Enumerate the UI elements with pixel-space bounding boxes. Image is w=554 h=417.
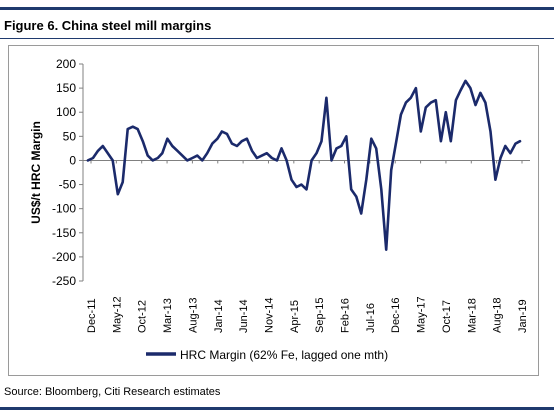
y-tick-label: -150 xyxy=(52,226,76,240)
chart-frame xyxy=(8,45,539,376)
x-tick-label: Jan-14 xyxy=(213,299,225,333)
x-tick-label: Sep-15 xyxy=(314,298,326,333)
y-tick-label: 200 xyxy=(56,57,76,71)
bottom-rule xyxy=(0,407,554,410)
y-tick-label: 100 xyxy=(56,105,76,119)
title-rule xyxy=(0,38,554,39)
x-tick-label: Oct-12 xyxy=(137,300,149,333)
x-tick-label: Apr-15 xyxy=(289,300,301,333)
x-tick-label: Dec-16 xyxy=(390,298,402,333)
x-tick-label: Mar-18 xyxy=(466,298,478,333)
x-tick-label: May-12 xyxy=(111,296,123,333)
legend-label: HRC Margin (62% Fe, lagged one mth) xyxy=(180,348,388,362)
y-tick-label: 150 xyxy=(56,81,76,95)
y-tick-label: -200 xyxy=(52,250,76,264)
x-tick-label: May-17 xyxy=(416,296,428,333)
x-tick-label: Aug-13 xyxy=(187,298,199,333)
x-tick-label: Jun-14 xyxy=(238,299,250,333)
series-line xyxy=(86,79,522,251)
x-tick-label: Dec-11 xyxy=(86,298,98,333)
y-tick-label: 0 xyxy=(69,153,76,167)
figure-title: Figure 6. China steel mill margins xyxy=(4,18,212,33)
y-tick-label: -250 xyxy=(52,274,76,288)
y-tick-label: -50 xyxy=(59,178,77,192)
x-tick-label: Jul-16 xyxy=(365,303,377,333)
y-tick-label: -100 xyxy=(52,202,76,216)
x-tick-label: Feb-16 xyxy=(340,298,352,333)
source-note: Source: Bloomberg, Citi Research estimat… xyxy=(4,386,221,398)
x-tick-label: Oct-17 xyxy=(441,300,453,333)
x-tick-label: Jan-19 xyxy=(517,299,529,333)
x-tick-label: Aug-18 xyxy=(492,298,504,333)
x-tick-label: Nov-14 xyxy=(263,298,275,333)
top-rule xyxy=(0,7,554,10)
y-tick-label: 50 xyxy=(63,129,77,143)
x-tick-label: Mar-13 xyxy=(162,298,174,333)
y-axis-title: US$/t HRC Margin xyxy=(29,121,43,224)
